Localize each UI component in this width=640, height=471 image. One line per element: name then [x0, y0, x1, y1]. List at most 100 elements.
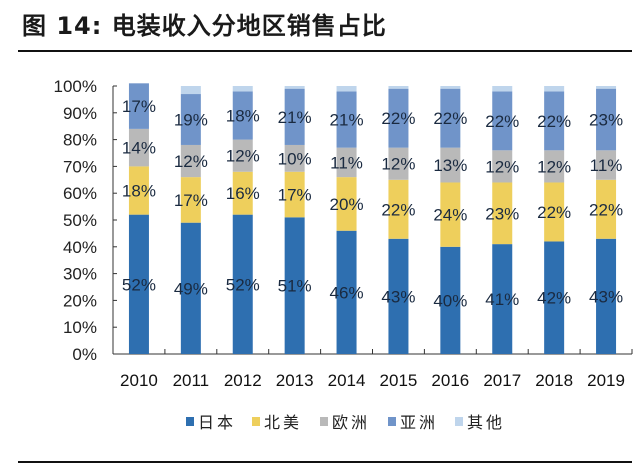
data-label: 12% — [226, 147, 260, 166]
data-label: 24% — [433, 206, 467, 225]
data-label: 23% — [589, 111, 623, 130]
bar-segment-日本 — [128, 214, 149, 354]
x-tick-label: 2013 — [276, 371, 314, 390]
legend-label: 北美 — [264, 414, 302, 432]
x-tick-label: 2017 — [483, 371, 521, 390]
bar-segment-欧洲 — [336, 147, 357, 178]
data-label: 11% — [590, 156, 623, 175]
legend-label: 亚洲 — [400, 415, 438, 432]
y-tick-label: 100% — [54, 77, 97, 96]
data-label: 42% — [537, 289, 571, 308]
x-tick-label: 2014 — [328, 371, 366, 390]
x-tick-label: 2019 — [587, 371, 625, 390]
data-label: 14% — [122, 139, 156, 158]
bar-segment-欧洲 — [180, 144, 201, 178]
x-tick-label: 2010 — [120, 371, 158, 390]
bar-segment-亚洲 — [388, 88, 409, 148]
bar-segment-欧洲 — [544, 150, 565, 183]
bar-segment-其他 — [232, 86, 253, 92]
data-label: 12% — [381, 155, 415, 174]
data-label: 17% — [122, 97, 156, 116]
bar-segment-亚洲 — [492, 91, 513, 151]
data-label: 22% — [537, 203, 571, 222]
bar-segment-日本 — [336, 230, 357, 354]
bar-segment-其他 — [596, 86, 617, 89]
data-label: 22% — [537, 112, 571, 131]
data-label: 17% — [278, 186, 312, 205]
bar-segment-欧洲 — [492, 150, 513, 183]
data-label: 17% — [174, 191, 208, 210]
data-label: 22% — [485, 112, 519, 131]
bar-segment-亚洲 — [232, 91, 253, 140]
bar-segment-其他 — [492, 86, 513, 92]
bar-segment-日本 — [544, 241, 565, 354]
bar-segment-其他 — [284, 86, 305, 89]
bar-segment-其他 — [440, 86, 461, 89]
bar-segment-其他 — [180, 86, 201, 95]
bar-segment-北美 — [284, 171, 305, 218]
legend-label: 欧洲 — [332, 414, 370, 432]
y-tick-label: 80% — [63, 131, 97, 150]
chart-title: 图 14: 电装收入分地区销售占比 — [22, 12, 387, 40]
data-label: 23% — [485, 204, 519, 223]
y-tick-label: 50% — [63, 211, 97, 230]
data-label: 52% — [122, 275, 156, 294]
y-tick-label: 90% — [63, 104, 97, 123]
data-label: 21% — [278, 108, 312, 127]
x-tick-label: 2018 — [535, 371, 573, 390]
legend-label: 其他 — [467, 414, 505, 432]
data-label: 52% — [226, 275, 260, 294]
y-tick-label: 30% — [63, 265, 97, 284]
y-tick-label: 0% — [72, 345, 97, 364]
data-label: 21% — [330, 111, 364, 130]
bar-segment-日本 — [388, 238, 409, 354]
bar-segment-日本 — [180, 222, 201, 354]
bar-segment-亚洲 — [440, 88, 461, 148]
x-tick-label: 2012 — [224, 371, 262, 390]
data-label: 40% — [433, 291, 467, 310]
bottom-rule — [18, 461, 632, 463]
bar-segment-亚洲 — [284, 88, 305, 145]
bar-segment-欧洲 — [596, 150, 617, 180]
bar-segment-欧洲 — [232, 139, 253, 172]
y-tick-label: 10% — [63, 318, 97, 337]
bar-segment-亚洲 — [180, 94, 201, 145]
bar-segment-日本 — [440, 246, 461, 354]
y-tick-label: 20% — [63, 291, 97, 310]
data-label: 22% — [433, 109, 467, 128]
data-label: 12% — [485, 157, 519, 176]
title-rule — [18, 50, 632, 52]
bar-segment-欧洲 — [284, 144, 305, 172]
bar-segment-北美 — [232, 171, 253, 215]
bar-segment-其他 — [544, 86, 565, 92]
legend-label: 日本 — [198, 414, 236, 432]
bar-segment-北美 — [440, 182, 461, 247]
data-label: 22% — [381, 200, 415, 219]
data-label: 20% — [330, 195, 364, 214]
bar-segment-日本 — [284, 217, 305, 354]
data-label: 51% — [278, 277, 312, 296]
legend-swatch-其他 — [455, 417, 463, 426]
bar-segment-北美 — [492, 182, 513, 245]
bar-segment-北美 — [544, 182, 565, 242]
data-label: 19% — [174, 111, 208, 130]
bar-segment-欧洲 — [440, 147, 461, 183]
bar-segment-北美 — [388, 179, 409, 239]
data-label: 18% — [122, 182, 156, 201]
bar-segment-北美 — [336, 177, 357, 231]
bar-segment-亚洲 — [596, 88, 617, 151]
data-label: 18% — [226, 106, 260, 125]
data-label: 49% — [174, 279, 208, 298]
data-label: 22% — [381, 109, 415, 128]
bar-segment-欧洲 — [128, 128, 149, 167]
bar-segment-其他 — [336, 86, 357, 92]
bar-segment-欧洲 — [388, 147, 409, 180]
x-tick-label: 2011 — [173, 371, 210, 390]
data-label: 43% — [589, 287, 623, 306]
data-label: 46% — [330, 283, 364, 302]
y-tick-label: 60% — [63, 184, 97, 203]
data-label: 43% — [381, 287, 415, 306]
bar-segment-亚洲 — [128, 83, 149, 129]
data-label: 22% — [589, 200, 623, 219]
bar-segment-日本 — [596, 238, 617, 354]
